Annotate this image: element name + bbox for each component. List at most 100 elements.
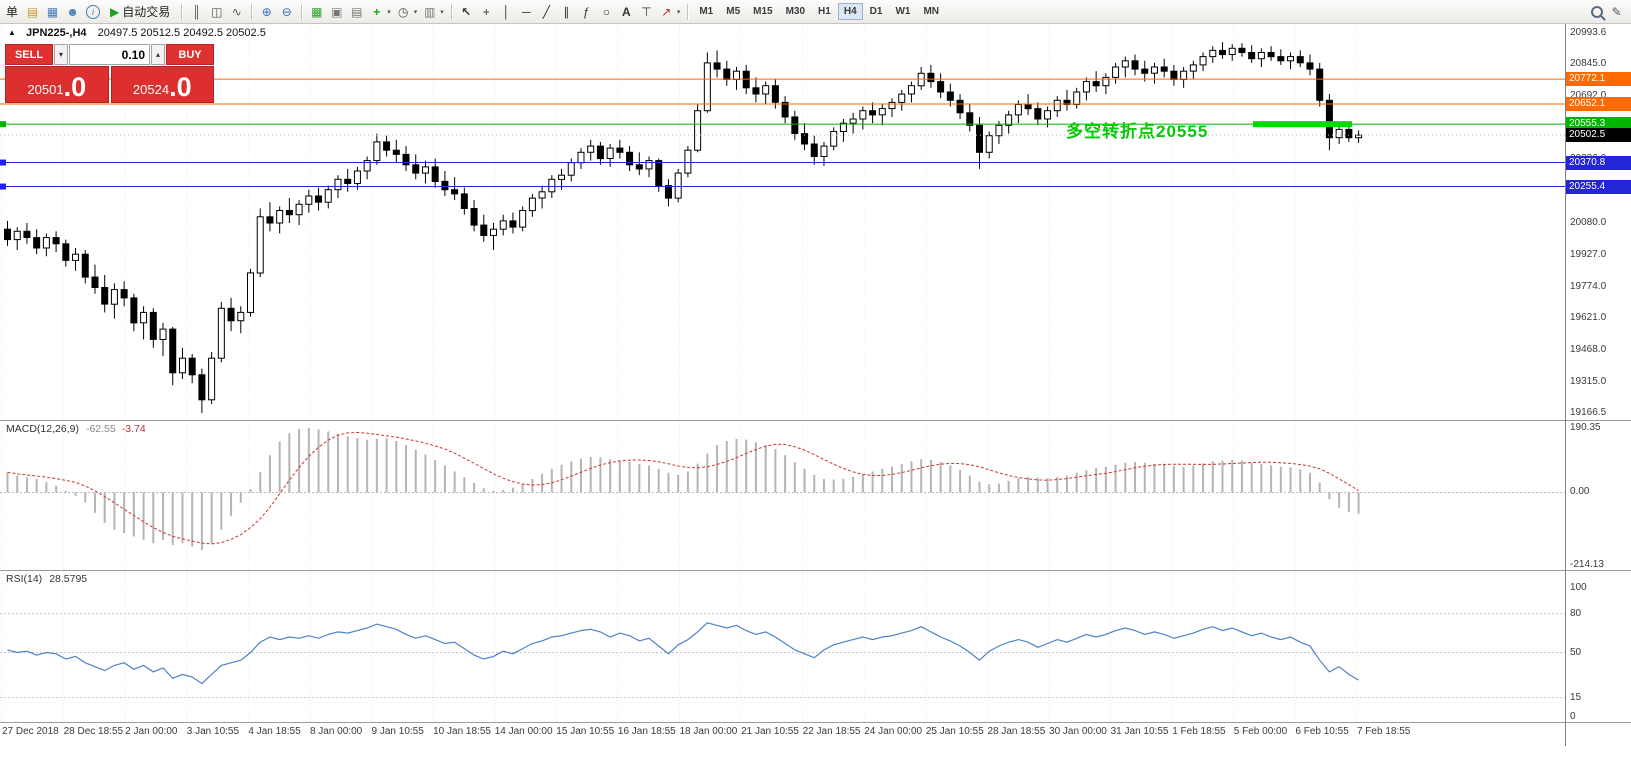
trendline-icon[interactable]: ╱: [537, 2, 556, 22]
cursor-icon[interactable]: ↖: [457, 2, 476, 22]
trade-panel-price-row: 20501.0 20524.0: [5, 66, 214, 103]
timeframe-mn[interactable]: MN: [917, 3, 945, 20]
indicators-dropdown[interactable]: ▾: [387, 8, 391, 16]
new-order-icon[interactable]: ▤: [23, 2, 42, 22]
vertical-line-icon[interactable]: │: [497, 2, 516, 22]
fibonacci-icon[interactable]: ƒ: [577, 2, 596, 22]
time-axis-label: 27 Dec 2018: [2, 726, 59, 737]
rsi-axis-label: 80: [1570, 607, 1582, 619]
profile-icon[interactable]: ☻: [63, 2, 82, 22]
crosshair-icon[interactable]: +: [477, 2, 496, 22]
price-tag-20772.1: 20772.1: [1566, 72, 1631, 87]
time-axis-label: 31 Jan 10:55: [1110, 726, 1169, 737]
timeframe-m1[interactable]: M1: [693, 3, 719, 20]
sell-price-small: 20501: [27, 82, 64, 97]
price-tag-20255.4: 20255.4: [1566, 179, 1631, 194]
bars-chart-icon[interactable]: ║: [187, 2, 206, 22]
zoom-in-icon[interactable]: ⊕: [257, 2, 276, 22]
sell-price-button[interactable]: 20501.0: [5, 66, 109, 103]
search-icon: [1590, 5, 1603, 18]
one-click-trading-panel: SELL ▾ ▴ BUY 20501.0 20524.0: [5, 44, 214, 103]
time-axis-label: 14 Jan 00:00: [494, 726, 553, 737]
sell-price-big: .0: [63, 72, 87, 102]
price-axis-label: 20080.0: [1570, 217, 1607, 228]
macd-axis-label: 190.35: [1570, 422, 1601, 433]
price-axis-label: 20692.0: [1570, 89, 1607, 101]
toolbar-separator: [687, 3, 689, 20]
time-axis-label: 15 Jan 10:55: [556, 726, 615, 737]
timeframe-h4[interactable]: H4: [837, 3, 863, 20]
time-axis-label: 22 Jan 18:55: [802, 726, 861, 737]
cascade-windows-icon: ▣: [331, 4, 343, 19]
profile-icon: ☻: [66, 4, 79, 19]
arrows-icon[interactable]: ↗: [657, 2, 676, 22]
arrows-dropdown[interactable]: ▾: [676, 8, 681, 16]
arrange-windows-icon: ▤: [351, 4, 363, 19]
templates-icon[interactable]: ▥: [420, 2, 439, 22]
candles-chart-icon[interactable]: ◫: [207, 2, 226, 22]
price-tag-20370.8: 20370.8: [1566, 155, 1631, 170]
autotrade-button[interactable]: ▶ 自动交易: [104, 2, 176, 22]
time-axis-label: 3 Jan 10:55: [186, 726, 240, 737]
timeframe-h1[interactable]: H1: [812, 3, 837, 20]
tile-windows-icon[interactable]: ▦: [307, 2, 326, 22]
volume-increase-button[interactable]: ▴: [151, 44, 165, 65]
channel-icon: ∥: [563, 4, 570, 19]
time-axis-label: 6 Feb 10:55: [1295, 726, 1349, 737]
chart-info: ▲ JPN225-,H4 20497.5 20512.5 20492.5 205…: [8, 27, 266, 39]
time-axis-label: 5 Feb 00:00: [1233, 726, 1288, 737]
timeframe-w1[interactable]: W1: [889, 3, 916, 20]
sell-button[interactable]: SELL: [5, 44, 53, 65]
periods-dropdown[interactable]: ▾: [413, 8, 418, 16]
rsi-axis-label: 50: [1570, 646, 1582, 658]
chart-annotation-text[interactable]: 多空转折点20555: [1066, 122, 1209, 141]
search-icon[interactable]: [1587, 2, 1606, 22]
volume-input[interactable]: [69, 44, 150, 65]
volume-decrease-button[interactable]: ▾: [54, 44, 68, 65]
time-axis-label: 28 Jan 18:55: [987, 726, 1046, 737]
macd-main-value: -62.55: [85, 423, 116, 435]
time-axis-label: 4 Jan 18:55: [248, 726, 301, 737]
charts-icon[interactable]: ▦: [43, 2, 62, 22]
line-chart-icon[interactable]: ∿: [227, 2, 246, 22]
vertical-line-icon: │: [502, 4, 511, 19]
order-menu[interactable]: 单: [6, 5, 19, 19]
arrange-windows-icon[interactable]: ▤: [347, 2, 366, 22]
label-icon[interactable]: ⊤: [637, 2, 656, 22]
time-axis-label: 8 Jan 00:00: [309, 726, 363, 737]
toolbar-separator: [301, 3, 303, 20]
time-axis-label: 30 Jan 00:00: [1049, 726, 1107, 737]
channel-icon[interactable]: ∥: [557, 2, 576, 22]
timeframe-m30[interactable]: M30: [780, 3, 811, 20]
indicators-icon: +: [373, 4, 381, 19]
templates-dropdown[interactable]: ▾: [440, 8, 444, 16]
buy-price-button[interactable]: 20524.0: [110, 66, 214, 103]
buy-button[interactable]: BUY: [166, 44, 214, 65]
buy-price-big: .0: [169, 72, 192, 102]
indicators-icon[interactable]: +: [367, 2, 386, 22]
time-axis-label: 10 Jan 18:55: [433, 726, 491, 737]
text-icon[interactable]: A: [617, 2, 636, 22]
zoom-in-icon: ⊕: [261, 4, 272, 19]
timeframe-m15[interactable]: M15: [747, 3, 778, 20]
timeframe-m5[interactable]: M5: [720, 3, 746, 20]
trade-panel-top-row: SELL ▾ ▴ BUY: [5, 44, 214, 65]
shapes-icon[interactable]: ○: [597, 2, 616, 22]
panel-collapse-arrow[interactable]: ▲: [8, 28, 16, 37]
horizontal-line-icon[interactable]: ─: [517, 2, 536, 22]
ohlc-values: 20497.5 20512.5 20492.5 20502.5: [97, 27, 266, 39]
macd-signal-value: -3.74: [121, 423, 146, 435]
info-icon[interactable]: i: [83, 2, 103, 22]
timeframe-d1[interactable]: D1: [864, 3, 889, 20]
rsi-value: 28.5795: [49, 573, 88, 585]
periods-icon[interactable]: ◷: [394, 2, 413, 22]
edit-icon[interactable]: ✎: [1607, 2, 1626, 22]
macd-name: MACD(12,26,9): [6, 423, 79, 435]
cascade-windows-icon[interactable]: ▣: [327, 2, 346, 22]
edit-icon: ✎: [1611, 4, 1622, 19]
zoom-out-icon[interactable]: ⊖: [277, 2, 296, 22]
price-axis-label: 20993.6: [1570, 27, 1607, 38]
price-axis-label: 19315.0: [1570, 376, 1607, 388]
toolbar-group-zoom: ⊕ ⊖: [257, 2, 296, 22]
